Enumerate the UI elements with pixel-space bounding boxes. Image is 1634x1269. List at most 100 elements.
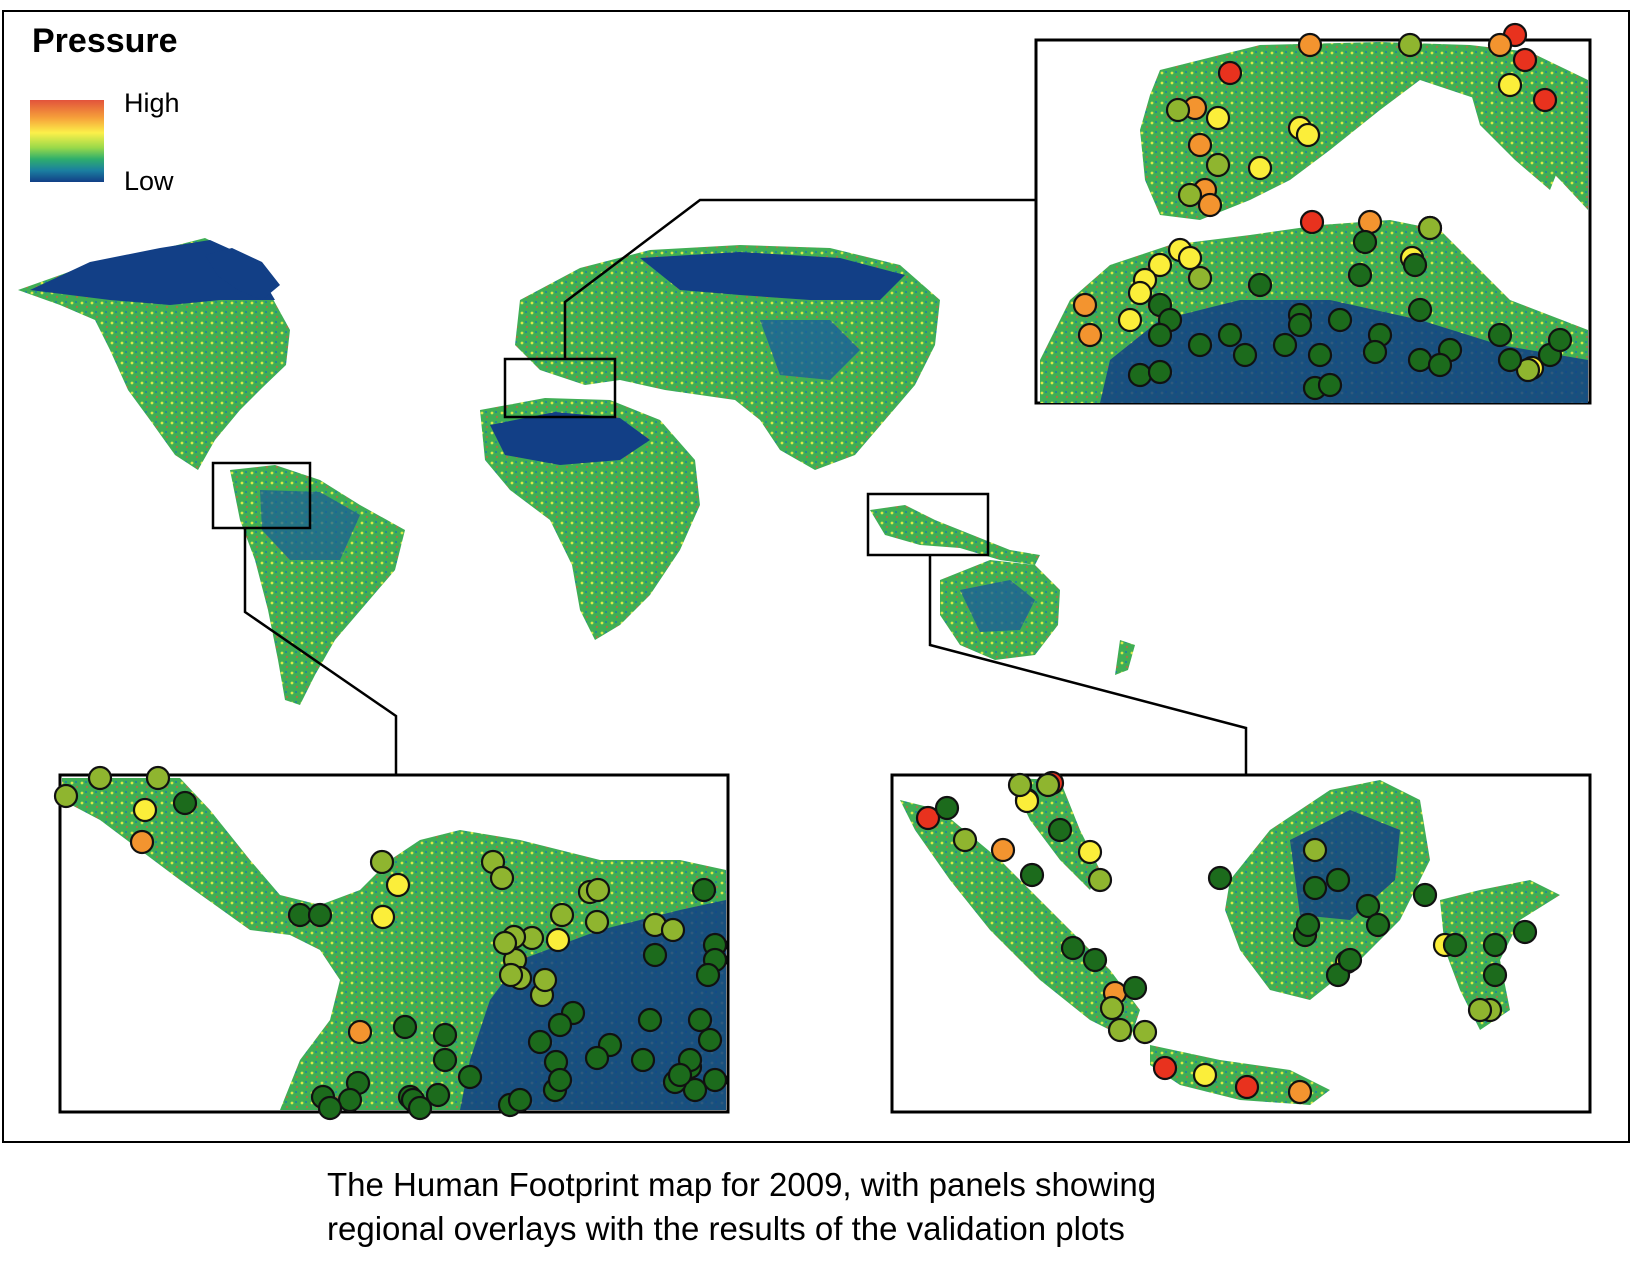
validation-point-green [642, 942, 668, 968]
validation-point-green [1307, 342, 1333, 368]
figure-caption: The Human Footprint map for 2009, with p… [327, 1163, 1156, 1251]
validation-point-green [1482, 932, 1508, 958]
validation-point-green [691, 877, 717, 903]
world-map [18, 238, 1135, 705]
validation-point-light-green [87, 765, 113, 791]
validation-point-green [317, 1095, 343, 1121]
legend-color-ramp [30, 100, 104, 182]
highlight-indonesia [866, 492, 990, 557]
validation-point-light-green [145, 765, 171, 791]
validation-point-red [915, 805, 941, 831]
validation-point-green [1207, 865, 1233, 891]
validation-point-yellow [132, 797, 158, 823]
validation-point-orange [1487, 32, 1513, 58]
validation-point-light-green [1515, 357, 1541, 383]
caption-line-1: The Human Footprint map for 2009, with p… [327, 1166, 1157, 1203]
sahara-region [490, 412, 650, 465]
validation-point-light-green [1165, 97, 1191, 123]
inset-indonesia-java [1150, 1045, 1330, 1105]
validation-point-red [1234, 1074, 1260, 1100]
validation-point-red [1217, 60, 1243, 86]
validation-point-green [432, 1022, 458, 1048]
validation-point-green [172, 790, 198, 816]
validation-point-green [1497, 347, 1523, 373]
validation-point-orange [1357, 209, 1383, 235]
connector-lines [243, 198, 1248, 775]
highlight-mediterranean [503, 357, 617, 419]
validation-point-green [630, 1047, 656, 1073]
validation-point-orange [990, 837, 1016, 863]
validation-point-light-green [1302, 837, 1328, 863]
validation-point-light-green [489, 865, 515, 891]
siberia-region [640, 252, 905, 300]
inset-indonesia-points [915, 770, 1538, 1105]
validation-point-green [432, 1047, 458, 1073]
validation-point-light-green [1187, 265, 1213, 291]
validation-point-red [1512, 47, 1538, 73]
validation-point-light-green [1467, 997, 1493, 1023]
validation-point-light-green [532, 967, 558, 993]
inset-mediterranean-points [1072, 22, 1573, 401]
validation-point-green [1272, 332, 1298, 358]
validation-point-light-green [952, 827, 978, 853]
validation-point-orange [1197, 192, 1223, 218]
validation-point-green [1362, 339, 1388, 365]
validation-point-yellow [370, 904, 396, 930]
validation-point-green [1355, 893, 1381, 919]
validation-point-green [1365, 912, 1391, 938]
validation-point-green [687, 1007, 713, 1033]
validation-point-orange [1297, 32, 1323, 58]
validation-point-green [667, 1062, 693, 1088]
validation-point-yellow [1127, 280, 1153, 306]
inset-central-america [53, 765, 730, 1121]
validation-point-green [407, 1095, 433, 1121]
connector-central-america [243, 528, 398, 775]
validation-point-green [1147, 322, 1173, 348]
validation-point-light-green [53, 783, 79, 809]
validation-point-light-green [1035, 772, 1061, 798]
validation-point-green [425, 1082, 451, 1108]
validation-point-light-green [492, 930, 518, 956]
validation-point-orange [1187, 132, 1213, 158]
validation-point-green [702, 1067, 728, 1093]
validation-point-yellow [1205, 105, 1231, 131]
inset-central-america-points [53, 765, 728, 1121]
validation-point-green [1402, 252, 1428, 278]
validation-point-green [1347, 262, 1373, 288]
validation-point-green [1302, 875, 1328, 901]
inset-mediterranean-italy [1470, 90, 1560, 190]
validation-point-green [1325, 867, 1351, 893]
validation-point-green [1327, 307, 1353, 333]
connector-mediterranean [563, 198, 1035, 359]
validation-point-yellow [1077, 839, 1103, 865]
validation-point-orange [129, 829, 155, 855]
highlight-central-america [211, 461, 312, 530]
inset-indonesia-sumatra [900, 800, 1140, 1040]
validation-point-light-green [369, 849, 395, 875]
validation-point-light-green [584, 909, 610, 935]
validation-point-green [1019, 862, 1045, 888]
caption-line-2: regional overlays with the results of th… [327, 1210, 1125, 1247]
validation-point-yellow [1497, 72, 1523, 98]
validation-point-green [1482, 962, 1508, 988]
validation-point-green [337, 1087, 363, 1113]
validation-point-light-green [1087, 867, 1113, 893]
validation-point-green [1247, 272, 1273, 298]
inset-mediterranean-sahara [1100, 300, 1588, 403]
validation-point-light-green [660, 917, 686, 943]
greenland-landmass [205, 248, 280, 300]
validation-point-green [547, 1067, 573, 1093]
validation-point-green [1295, 912, 1321, 938]
validation-point-red [1532, 87, 1558, 113]
southeast-asia-islands [870, 505, 1040, 565]
validation-point-green [1407, 347, 1433, 373]
legend-low-label: Low [124, 166, 174, 196]
australia-interior [960, 580, 1035, 632]
validation-point-green [1337, 947, 1363, 973]
validation-point-green [1217, 322, 1243, 348]
validation-point-yellow [545, 927, 571, 953]
validation-point-light-green [1007, 772, 1033, 798]
validation-point-green [637, 1007, 663, 1033]
validation-point-green [1232, 342, 1258, 368]
